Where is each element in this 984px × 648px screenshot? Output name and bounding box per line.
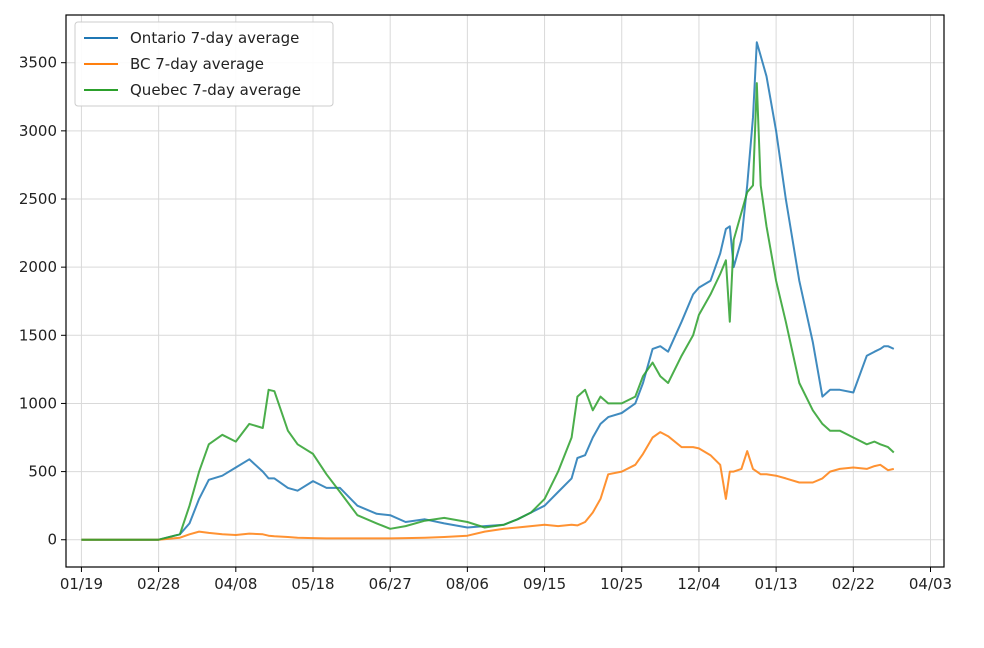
plot-frame bbox=[65, 14, 945, 568]
x-axis-ticks: 01/19 02/28 04/08 05/18 06/27 08/06 09/15 10/25… bbox=[60, 567, 952, 593]
y-tick-label: 1500 bbox=[19, 326, 57, 344]
y-tick-label: 2500 bbox=[19, 190, 57, 208]
x-tick-label: 01/13 bbox=[755, 575, 798, 593]
y-tick-label: 1000 bbox=[19, 394, 57, 412]
x-tick-label: 05/18 bbox=[291, 575, 334, 593]
y-tick-label: 0 bbox=[47, 531, 57, 549]
y-tick-label: 3000 bbox=[19, 122, 57, 140]
x-tick-label: 06/27 bbox=[369, 575, 412, 593]
x-tick-label: 02/28 bbox=[137, 575, 180, 593]
x-tick-label: 04/08 bbox=[214, 575, 257, 593]
legend-box bbox=[74, 21, 334, 107]
y-tick-label: 2000 bbox=[19, 258, 57, 276]
x-tick-label: 09/15 bbox=[523, 575, 566, 593]
gridlines bbox=[66, 15, 944, 567]
series-line-2 bbox=[81, 82, 895, 541]
x-tick-label: 04/03 bbox=[909, 575, 952, 593]
x-tick-label: 08/06 bbox=[446, 575, 489, 593]
legend-label: Quebec 7-day average bbox=[130, 81, 301, 99]
legend-label: BC 7-day average bbox=[130, 55, 264, 73]
series-lines bbox=[81, 41, 895, 541]
series-line-0 bbox=[81, 41, 895, 541]
y-tick-label: 3500 bbox=[19, 54, 57, 72]
legend: Ontario 7-day average BC 7-day average Que… bbox=[74, 21, 334, 107]
x-tick-label: 12/04 bbox=[677, 575, 720, 593]
legend-label: Ontario 7-day average bbox=[130, 29, 299, 47]
y-tick-label: 500 bbox=[28, 463, 57, 481]
x-tick-label: 02/22 bbox=[832, 575, 875, 593]
y-axis-ticks: 0 500 1000 1500 2000 2500 3000 3500 bbox=[19, 54, 66, 549]
series-line-1 bbox=[81, 431, 895, 541]
x-tick-label: 10/25 bbox=[600, 575, 643, 593]
x-tick-label: 01/19 bbox=[60, 575, 103, 593]
